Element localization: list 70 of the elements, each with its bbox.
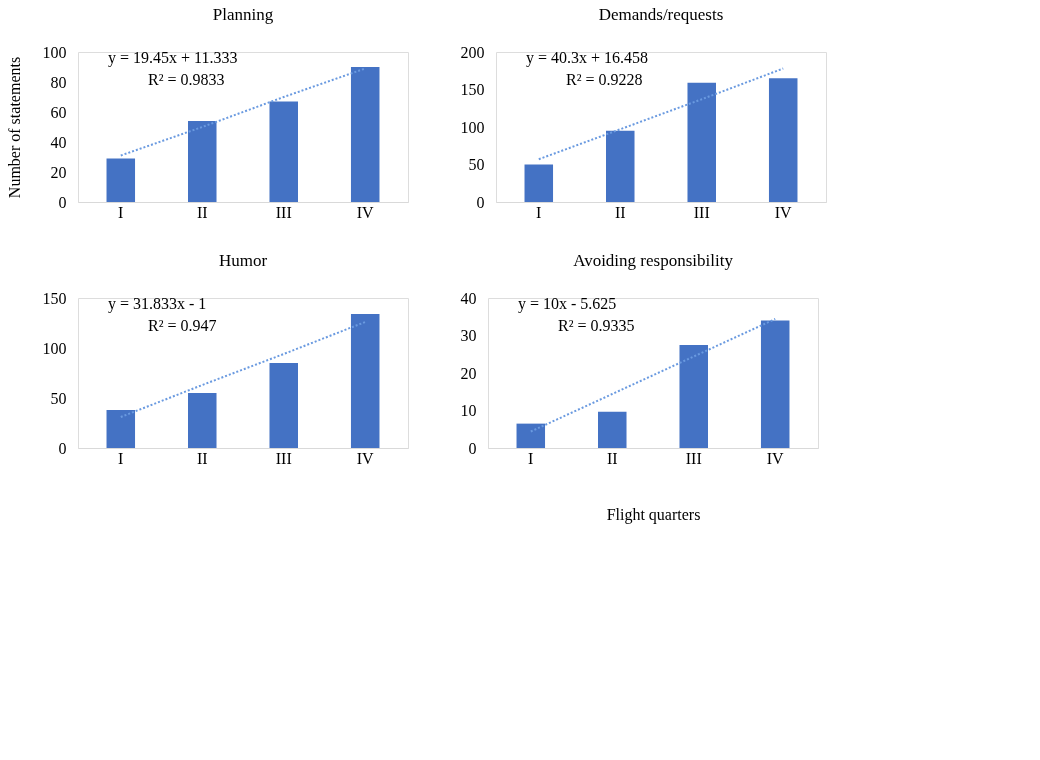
x-tick-label: III: [275, 449, 292, 467]
annotation: y = 10x - 5.625: [518, 295, 617, 313]
bar: [679, 344, 708, 448]
y-tick-label: 150: [42, 289, 67, 307]
x-tick-label: IV: [356, 203, 375, 221]
y-tick-label: 10: [460, 402, 477, 419]
x-tick-label: I: [528, 449, 534, 467]
chart-title: Planning: [212, 5, 274, 24]
x-tick-label: III: [685, 449, 702, 467]
line-series: [529, 318, 777, 433]
x-tick-label: III: [275, 203, 292, 221]
y-tick-label: 0: [58, 193, 67, 211]
y-tick-label: 0: [476, 193, 485, 211]
x-tick-label: I: [536, 203, 542, 221]
bar: [269, 101, 298, 202]
annotation: R² = 0.9228: [566, 71, 643, 88]
bar: [524, 164, 554, 202]
bar: [106, 158, 136, 202]
bar: [106, 410, 136, 448]
annotation: R² = 0.947: [148, 317, 217, 334]
bar: [350, 314, 380, 448]
bar: [606, 130, 635, 202]
x-tick-label: IV: [774, 203, 793, 221]
bar: [760, 320, 790, 448]
x-axis-title: Flight quarters: [606, 505, 701, 524]
x-tick-label: II: [606, 449, 618, 467]
x-tick-label: II: [196, 449, 208, 467]
y-tick-label: 50: [468, 156, 485, 173]
bar: [188, 121, 217, 202]
bar: [768, 78, 798, 202]
y-tick-label: 40: [460, 289, 477, 307]
bar: [188, 393, 217, 448]
x-tick-label: III: [693, 203, 710, 221]
y-tick-label: 40: [50, 133, 67, 151]
y-tick-label: 200: [460, 43, 485, 61]
chart-title: Avoiding responsibility: [573, 251, 734, 270]
y-tick-label: 60: [50, 103, 67, 121]
chart-title: Humor: [218, 251, 268, 270]
bar: [687, 82, 716, 202]
annotation: y = 31.833x - 1: [108, 295, 207, 313]
y-tick-label: 100: [42, 339, 67, 357]
bar: [516, 423, 546, 448]
annotation: R² = 0.9335: [558, 317, 635, 334]
line-series: [119, 67, 367, 157]
x-tick-label: I: [118, 203, 124, 221]
y-tick-label: 30: [460, 327, 477, 344]
line-series: [537, 67, 785, 161]
y-tick-label: 150: [460, 81, 485, 98]
x-tick-label: II: [614, 203, 626, 221]
y-tick-label: 0: [58, 439, 67, 457]
y-tick-label: 20: [460, 364, 477, 382]
bar: [598, 411, 627, 448]
y-tick-label: 0: [468, 439, 477, 457]
x-tick-label: I: [118, 449, 124, 467]
x-tick-label: II: [196, 203, 208, 221]
bar: [350, 67, 380, 202]
x-tick-label: IV: [766, 449, 785, 467]
y-axis-title: Number of statements: [5, 56, 23, 199]
annotation: y = 19.45x + 11.333: [108, 49, 238, 67]
bar: [269, 363, 298, 448]
annotation: y = 40.3x + 16.458: [526, 49, 649, 67]
y-tick-label: 20: [50, 163, 67, 181]
line-series: [119, 321, 367, 418]
y-tick-label: 50: [50, 389, 67, 407]
annotation: R² = 0.9833: [148, 71, 225, 88]
y-tick-label: 100: [42, 43, 67, 61]
y-tick-label: 80: [50, 73, 67, 91]
x-tick-label: IV: [356, 449, 375, 467]
chart-title: Demands/requests: [598, 5, 724, 24]
y-tick-label: 100: [460, 118, 485, 136]
